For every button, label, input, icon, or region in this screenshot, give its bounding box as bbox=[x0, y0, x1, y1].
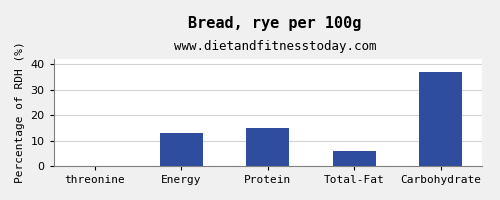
Bar bbox=[419, 72, 462, 166]
Text: Bread, rye per 100g: Bread, rye per 100g bbox=[188, 16, 362, 31]
Bar bbox=[246, 128, 290, 166]
Bar bbox=[332, 151, 376, 166]
Y-axis label: Percentage of RDH (%): Percentage of RDH (%) bbox=[15, 42, 25, 183]
Text: www.dietandfitnesstoday.com: www.dietandfitnesstoday.com bbox=[174, 40, 376, 53]
Bar bbox=[160, 133, 203, 166]
